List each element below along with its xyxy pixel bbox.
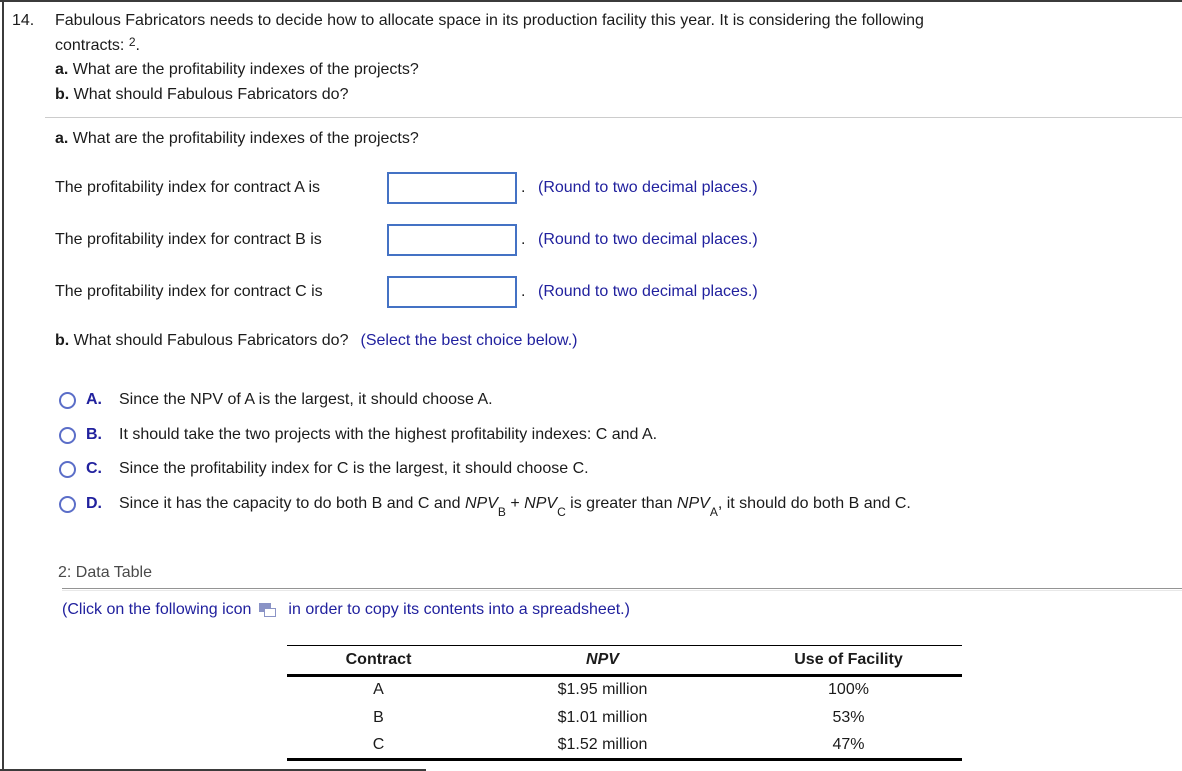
option-letter-c: C. (86, 460, 102, 477)
pi-hint-c: (Round to two decimal places.) (538, 283, 758, 300)
radio-option-d[interactable] (59, 495, 76, 513)
part-a-label: a. (55, 61, 69, 78)
pi-label-b: The profitability index for contract B i… (55, 231, 322, 248)
pi-period-c: . (521, 283, 526, 300)
answer-part-a-label: a. (55, 130, 69, 147)
section-divider (45, 117, 1182, 118)
answer-part-a-text: What are the profitability indexes of th… (68, 130, 419, 147)
question-part-a-line: a. What are the profitability indexes of… (55, 61, 419, 79)
pi-row-contract-c: The profitability index for contract C i… (55, 276, 758, 308)
pi-hint-b: (Round to two decimal places.) (538, 231, 758, 248)
cell-npv: $1.52 million (557, 735, 648, 753)
radio-option-c[interactable] (59, 460, 76, 478)
option-row-b[interactable]: B. It should take the two projects with … (59, 425, 657, 445)
data-table-instruction: (Click on the following icon in order to… (62, 601, 630, 619)
pi-input-c[interactable] (387, 276, 517, 308)
pi-input-b[interactable] (387, 224, 517, 256)
cell-npv: $1.95 million (557, 681, 648, 699)
panel-bottom-border (0, 769, 426, 771)
select-choice-hint: (Select the best choice below.) (360, 332, 578, 349)
option-row-c[interactable]: C. Since the profitability index for C i… (59, 459, 589, 479)
pi-input-a[interactable] (387, 172, 517, 204)
option-text-a: Since the NPV of A is the largest, it sh… (119, 391, 493, 408)
pi-period-a: . (521, 179, 526, 196)
cell-contract: B (373, 708, 384, 726)
option-row-d[interactable]: D. Since it has the capacity to do both … (59, 494, 911, 520)
radio-option-a[interactable] (59, 391, 76, 409)
question-text-line2: contracts: 2. (55, 35, 140, 55)
col-header-use-of-facility: Use of Facility (735, 645, 962, 677)
cell-contract: A (373, 681, 384, 699)
part-b-label: b. (55, 86, 70, 103)
footnote-ref-2: 2 (128, 35, 136, 49)
table-row: C $1.52 million 47% (287, 732, 962, 760)
contracts-text: contracts: (55, 37, 129, 54)
option-letter-b: B. (86, 426, 102, 443)
part-a-text: What are the profitability indexes of th… (68, 61, 419, 78)
option-letter-a: A. (86, 391, 102, 408)
option-text-b: It should take the two projects with the… (119, 426, 658, 443)
question-part-b-line: b. What should Fabulous Fabricators do? (55, 86, 348, 104)
cell-use: 47% (832, 735, 865, 753)
answer-part-a-heading: a. What are the profitability indexes of… (55, 130, 419, 148)
radio-option-b[interactable] (59, 426, 76, 444)
answer-part-b-heading: b. What should Fabulous Fabricators do? (… (55, 332, 578, 350)
data-table-divider (62, 588, 1182, 591)
pi-period-b: . (521, 231, 526, 248)
cell-use: 53% (832, 708, 865, 726)
pi-row-contract-b: The profitability index for contract B i… (55, 224, 758, 256)
pi-row-contract-a: The profitability index for contract A i… (55, 172, 758, 204)
cell-contract: C (372, 735, 385, 753)
instruction-prefix: (Click on the following icon (62, 601, 252, 618)
panel-left-border (2, 0, 4, 771)
pi-label-c: The profitability index for contract C i… (55, 283, 323, 300)
answer-part-b-label: b. (55, 332, 70, 349)
table-row: A $1.95 million 100% (287, 676, 962, 704)
cell-npv: $1.01 million (557, 708, 648, 726)
col-header-npv: NPV (470, 645, 735, 677)
table-header-row: Contract NPV Use of Facility (287, 645, 962, 677)
pi-label-a: The profitability index for contract A i… (55, 179, 321, 196)
data-table: Contract NPV Use of Facility A $1.95 mil… (287, 645, 962, 761)
pi-hint-a: (Round to two decimal places.) (538, 179, 758, 196)
data-table-label: 2: Data Table (58, 564, 152, 581)
question-number: 14. (12, 12, 35, 29)
contracts-period: . (135, 37, 140, 54)
part-b-text: What should Fabulous Fabricators do? (69, 86, 349, 103)
instruction-suffix: in order to copy its contents into a spr… (288, 601, 630, 618)
table-row: B $1.01 million 53% (287, 704, 962, 732)
panel-top-border (0, 0, 1182, 2)
col-header-contract: Contract (287, 645, 470, 677)
option-text-c: Since the profitability index for C is t… (119, 460, 589, 477)
option-letter-d: D. (86, 495, 102, 512)
copy-to-spreadsheet-icon[interactable] (259, 602, 278, 619)
answer-part-b-text: What should Fabulous Fabricators do? (69, 332, 349, 349)
cell-use: 100% (828, 681, 869, 699)
option-row-a[interactable]: A. Since the NPV of A is the largest, it… (59, 390, 493, 410)
question-text-line1: Fabulous Fabricators needs to decide how… (55, 12, 924, 29)
option-text-d: Since it has the capacity to do both B a… (119, 495, 911, 520)
